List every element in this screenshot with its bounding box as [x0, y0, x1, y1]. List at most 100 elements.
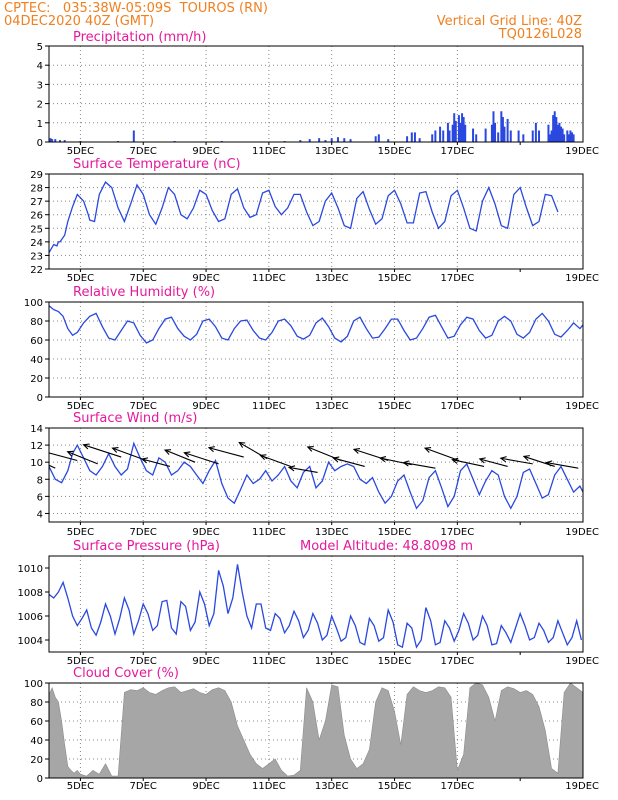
precip-bar: [439, 126, 442, 142]
rh-xtick-label: 7DEC: [130, 401, 157, 412]
precip-bar: [451, 124, 454, 142]
rh-xtick-label: 15DEC: [378, 401, 412, 412]
temp-xtick-label: 5DEC: [67, 273, 94, 284]
wind-xtick-label: 5DEC: [67, 527, 94, 538]
precip-bar: [343, 138, 346, 142]
cloud-xtick-label: 19DEC: [565, 781, 599, 792]
precip-bar: [374, 136, 377, 142]
pres-ytick-label: 1008: [18, 588, 43, 599]
precip-xtick-label: 19DEC: [565, 146, 599, 157]
precip-bar: [63, 140, 66, 142]
precip-bar: [330, 138, 333, 142]
rh-title: Relative Humidity (%): [73, 285, 215, 300]
temp-series-line: [49, 181, 559, 254]
precip-bar: [534, 122, 537, 142]
precip-bar: [566, 130, 569, 142]
precip-bar: [434, 130, 437, 142]
precip-data: [49, 111, 575, 142]
cloud-xtick-label: 7DEC: [130, 781, 157, 792]
precip-bar: [560, 126, 563, 142]
rh-ytick-label: 100: [24, 298, 43, 309]
precip-bar: [446, 122, 449, 142]
cloud-xtick-label: 17DEC: [440, 781, 474, 792]
precip-bar: [349, 139, 352, 142]
wind-xtick-label: 17DEC: [440, 527, 474, 538]
precip-ytick-label: 5: [37, 42, 43, 53]
cloud-data: [49, 683, 583, 778]
pres-ytick-label: 1010: [18, 564, 43, 575]
pres-xtick-label: 15DEC: [378, 656, 412, 667]
wind-ytick-label: 8: [37, 475, 43, 486]
pres-frame: [48, 555, 584, 653]
pres-xtick-label: 5DEC: [67, 656, 94, 667]
rh-xtick-label: 5DEC: [67, 401, 94, 412]
precip-bar: [497, 132, 500, 142]
temp-xtick-label: 7DEC: [130, 273, 157, 284]
rh-xtick-label: 9DEC: [192, 401, 219, 412]
wind-frame: [48, 427, 584, 523]
wind-vector-arrow: [183, 451, 219, 465]
cloud-ytick-label: 20: [30, 755, 43, 766]
rh-frame: [48, 301, 584, 398]
temp-frame: [48, 173, 584, 270]
wind-ytick-label: 6: [37, 492, 43, 503]
wind-ytick-label: 4: [37, 509, 43, 520]
precip-bar: [555, 117, 558, 142]
wind-vector-arrow: [478, 457, 508, 467]
precip-bar: [561, 128, 564, 142]
precip-bar: [572, 134, 575, 142]
wind-series-line: [49, 441, 583, 510]
temp-panel: Surface Temperature (nC) 22 23 24 25 26 27 28 29…: [30, 157, 599, 284]
precip-bar: [569, 130, 572, 142]
precip-bar: [552, 115, 555, 142]
wind-vector-arrow: [49, 452, 78, 462]
cloud-xtick-label: 15DEC: [378, 781, 412, 792]
temp-ytick-label: 27: [30, 197, 43, 208]
temp-xtick-label: 13DEC: [315, 273, 349, 284]
rh-ytick-label: 80: [30, 317, 43, 328]
precip-bar: [442, 130, 445, 142]
precip-bar: [549, 134, 552, 142]
temp-ytick-label: 22: [30, 265, 43, 276]
precip-bar: [459, 122, 462, 142]
precip-bar: [54, 139, 57, 142]
precip-bar: [453, 113, 456, 142]
rh-ytick-label: 0: [37, 393, 43, 404]
cloud-xtick-label: 5DEC: [67, 781, 94, 792]
wind-vector-arrow: [451, 457, 485, 467]
wind-xtick-label: 15DEC: [378, 527, 412, 538]
precip-bar: [132, 130, 135, 142]
pres-xtick-label: 17DEC: [440, 656, 474, 667]
precip-bar: [472, 128, 475, 142]
temp-xtick-label: 19DEC: [565, 273, 599, 284]
wind-xtick-label: 9DEC: [192, 527, 219, 538]
wind-title: Surface Wind (m/s): [73, 411, 197, 426]
pres-xtick-label: 13DEC: [315, 656, 349, 667]
header-model: TQ0126L028: [498, 27, 582, 42]
cloud-title: Cloud Cover (%): [73, 666, 179, 681]
temp-ytick-label: 26: [30, 211, 43, 222]
precip-xtick-label: 13DEC: [315, 146, 349, 157]
wind-data: [49, 441, 583, 510]
precip-bar: [571, 132, 574, 142]
pres-xtick-label: 11DEC: [252, 656, 286, 667]
cloud-cover-area: [49, 683, 583, 778]
precip-bar: [318, 138, 321, 142]
cloud-xtick-label: 9DEC: [192, 781, 219, 792]
precip-bar: [58, 140, 61, 142]
header-date: 04DEC2020 40Z (GMT): [4, 14, 155, 29]
wind-ytick-label: 10: [30, 458, 43, 469]
precip-bar: [324, 140, 327, 142]
wind-xtick-label: 11DEC: [252, 527, 286, 538]
cloud-panel: Cloud Cover (%) 0 20 40 60 80 100 5DEC 7DEC 9DEC 1…: [24, 666, 599, 792]
precip-bar: [509, 130, 512, 142]
precip-bar: [503, 126, 506, 142]
precip-bar: [418, 138, 421, 142]
precip-bar: [506, 118, 509, 142]
precip-bar: [308, 139, 311, 142]
precip-xtick-label: 11DEC: [252, 146, 286, 157]
temp-ytick-label: 29: [30, 170, 43, 181]
wind-xtick-label: 13DEC: [315, 527, 349, 538]
temp-ytick-label: 23: [30, 251, 43, 262]
